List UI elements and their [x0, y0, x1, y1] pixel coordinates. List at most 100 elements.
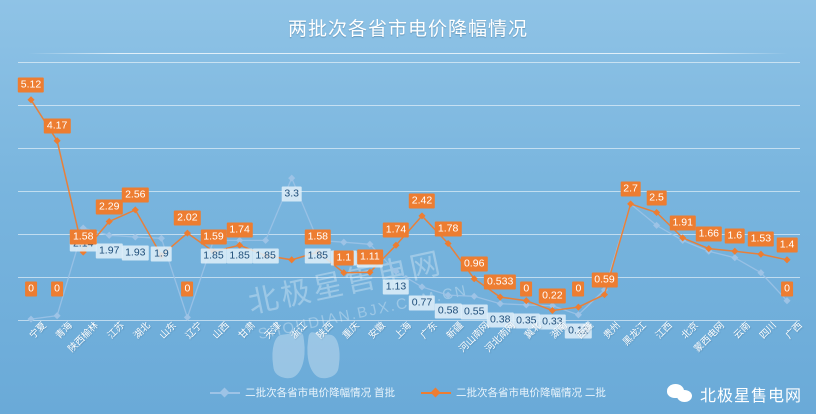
data-label: 1.85 — [252, 248, 279, 264]
brand-name: 北极星售电网 — [699, 388, 802, 405]
x-axis-tick-label: 宁夏 — [27, 320, 49, 342]
data-label: 1.13 — [382, 279, 410, 295]
legend-label: 二批次各省市电价降幅情况 二批 — [456, 387, 606, 399]
data-point-marker — [288, 174, 296, 182]
plot-area: 北极星售电网 SHOUDIAN.BJX.COM.CN 2.141.971.931… — [17, 62, 800, 343]
data-point-marker — [522, 301, 530, 309]
gridline — [18, 234, 800, 235]
x-axis-tick-label: 四川 — [757, 320, 779, 342]
data-point-marker — [548, 302, 556, 310]
data-point-marker — [600, 291, 609, 299]
data-point-marker — [340, 238, 348, 246]
data-point-marker — [731, 254, 739, 262]
data-label: 1.1 — [333, 250, 355, 266]
data-point-marker — [27, 315, 35, 323]
data-label: 1.74 — [382, 222, 410, 238]
data-label-zero: 0 — [572, 281, 585, 297]
data-point-marker — [757, 250, 765, 258]
gridline — [18, 105, 800, 106]
x-axis-tick-label: 江西 — [653, 320, 675, 342]
gridline — [18, 62, 800, 63]
data-point-marker — [444, 239, 452, 248]
chart-title: 两批次各省市电价降幅情况 — [287, 19, 528, 40]
gridline — [18, 320, 800, 321]
chart-legend: 二批次各省市电价降幅情况 首批 二批次各省市电价降幅情况 二批 — [0, 385, 816, 400]
data-point-marker — [131, 206, 139, 214]
x-axis-tick-label: 云南 — [731, 320, 753, 342]
series-line — [30, 176, 788, 320]
gridline — [18, 148, 800, 149]
data-label-zero: 0 — [781, 281, 793, 297]
x-axis-tick-label: 陕西 — [314, 320, 336, 342]
data-label: 1.78 — [434, 221, 462, 236]
data-point-marker — [392, 267, 400, 275]
title-divider — [28, 53, 788, 54]
data-point-marker — [262, 236, 270, 244]
x-axis-tick-label: 湖北 — [131, 320, 154, 342]
data-label: 1.85 — [200, 248, 227, 264]
data-point-marker — [679, 234, 687, 242]
x-axis-tick-label: 安徽 — [366, 320, 388, 342]
x-axis-tick-label: 黑龙江 — [620, 320, 649, 349]
data-label-zero: 0 — [25, 281, 37, 297]
x-axis-labels: 宁夏 青海 陕西榆林 江苏 湖北 山东 辽宁 山西 甘肃 天津 浙江 陕西 重庆 安徽 上海 广东 新疆 河山南网… — [18, 318, 805, 380]
data-point-marker — [705, 245, 713, 253]
data-label: 0.22 — [539, 288, 566, 303]
gridline — [18, 277, 800, 278]
data-point-marker — [783, 297, 791, 305]
data-label: 1.93 — [122, 245, 149, 261]
data-point-marker — [731, 247, 739, 255]
legend-item[interactable]: 二批次各省市电价降幅情况 首批 — [210, 385, 395, 400]
data-point-marker — [548, 306, 556, 315]
data-label: 1.97 — [95, 243, 123, 259]
data-label: 0.59 — [591, 272, 618, 288]
data-point-marker — [392, 241, 400, 249]
legend-label: 二批次各省市电价降幅情况 首批 — [245, 387, 395, 399]
x-axis-tick-label: 辽宁 — [184, 320, 206, 342]
data-label: 0.35 — [513, 313, 540, 329]
x-axis-tick-label: 冀北 — [522, 320, 545, 342]
data-label: 3.3 — [281, 186, 302, 202]
data-point-marker — [131, 233, 139, 241]
data-label: 0.58 — [434, 303, 462, 319]
data-label: 1.85 — [226, 248, 253, 264]
data-point-marker — [783, 256, 791, 264]
data-label: 1.66 — [695, 226, 723, 242]
data-label-zero: 0 — [51, 281, 64, 297]
legend-marker-icon — [421, 387, 451, 398]
data-point-marker — [366, 240, 374, 248]
x-axis-tick-label: 天津 — [262, 320, 284, 342]
x-axis-tick-label: 山西 — [210, 320, 232, 342]
data-label: 0.533 — [484, 274, 517, 290]
data-point-marker — [183, 229, 191, 237]
data-label: 2.42 — [408, 193, 436, 209]
data-label: 1.74 — [226, 222, 253, 238]
data-label: 2.02 — [174, 210, 201, 226]
data-point-marker — [418, 212, 426, 220]
data-point-marker — [366, 268, 374, 276]
legend-marker-icon — [210, 387, 241, 398]
data-point-marker — [574, 311, 582, 319]
x-axis-tick-label: 江苏 — [105, 320, 128, 342]
data-label: 1.9 — [151, 246, 172, 262]
data-label: 0.96 — [460, 256, 488, 272]
data-label: 4.17 — [43, 118, 71, 134]
data-label-zero: 0 — [181, 281, 194, 297]
legend-item[interactable]: 二批次各省市电价降幅情况 二批 — [421, 385, 606, 400]
data-label: 1.53 — [747, 231, 775, 247]
data-label-zero: 0 — [520, 281, 533, 297]
data-label: 0.55 — [460, 304, 488, 320]
data-point-marker — [496, 293, 504, 301]
data-label: 1.85 — [304, 248, 332, 264]
x-axis-tick-label: 西藏 — [575, 320, 597, 342]
data-label: 2.56 — [122, 187, 149, 203]
data-point-marker — [444, 291, 452, 299]
data-label: 2.7 — [620, 181, 641, 197]
data-point-marker — [627, 200, 635, 208]
x-axis-tick-label: 山东 — [158, 320, 180, 342]
data-label: 2.29 — [95, 199, 123, 214]
wechat-icon — [666, 384, 693, 404]
data-point-marker — [236, 236, 244, 244]
data-point-marker — [27, 96, 35, 104]
data-label: 1.58 — [304, 229, 332, 245]
